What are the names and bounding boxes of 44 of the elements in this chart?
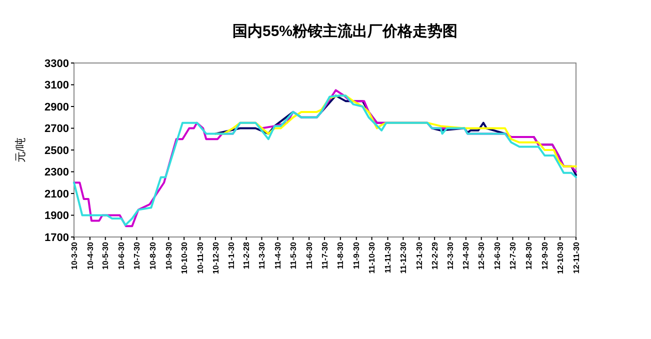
x-tick-label: 12-2-29 [430, 241, 440, 270]
x-tick-label: 10-6-30 [117, 241, 126, 270]
x-tick-label: 10-7-30 [132, 241, 142, 270]
x-tick-label: 12-7-30 [508, 241, 518, 270]
x-tick-label: 12-9-30 [540, 241, 550, 270]
x-tick-label: 11-12-30 [398, 241, 408, 274]
x-tick-label: 12-3-30 [446, 241, 455, 270]
x-tick-label: 10-10-30 [180, 241, 189, 274]
x-tick-label: 11-9-30 [352, 241, 362, 270]
x-tick-label: 12-4-30 [462, 241, 471, 270]
x-tick-label: 12-5-30 [477, 241, 486, 270]
y-tick-label: 2300 [44, 166, 69, 179]
x-tick-label: 11-7-30 [320, 241, 330, 270]
x-tick-label: 11-3-30 [258, 241, 267, 270]
x-tick-label: 12-6-30 [493, 241, 502, 270]
x-tick-label: 11-2-28 [242, 241, 252, 270]
x-tick-label: 12-11-30 [572, 241, 581, 274]
y-tick-label: 3300 [44, 58, 69, 70]
x-tick-label: 12-8-30 [524, 241, 534, 270]
chart-title: 国内55%粉铵主流出厂价格走势图 [232, 22, 458, 40]
y-tick-label: 1700 [44, 232, 69, 244]
x-tick-label: 10-9-30 [164, 241, 174, 270]
x-tick-label: 10-8-30 [148, 241, 158, 270]
x-tick-label: 11-1-30 [227, 241, 236, 270]
x-tick-label: 11-11-30 [384, 241, 393, 274]
y-tick-label: 2700 [44, 123, 69, 136]
x-tick-label: 11-8-30 [336, 241, 346, 270]
x-tick-label: 12-1-30 [414, 241, 424, 270]
x-tick-label: 10-3-30 [70, 241, 79, 270]
x-tick-label: 10-4-30 [86, 241, 95, 270]
x-tick-label: 10-12-30 [211, 241, 220, 274]
y-tick-label: 2500 [44, 144, 69, 157]
x-tick-label: 11-4-30 [273, 241, 282, 270]
y-tick-label: 2900 [44, 101, 69, 114]
x-tick-label: 11-5-30 [288, 241, 298, 270]
y-tick-label: 3100 [44, 80, 69, 92]
y-axis-title: 元/吨 [14, 137, 27, 163]
y-tick-label: 2100 [44, 188, 69, 200]
x-tick-label: 10-11-30 [196, 241, 205, 274]
x-tick-label: 10-5-30 [101, 241, 110, 270]
x-tick-label: 11-10-30 [368, 241, 377, 274]
x-tick-label: 11-6-30 [304, 241, 314, 270]
x-tick-label: 12-10-30 [556, 241, 565, 274]
y-tick-label: 1900 [44, 210, 69, 222]
